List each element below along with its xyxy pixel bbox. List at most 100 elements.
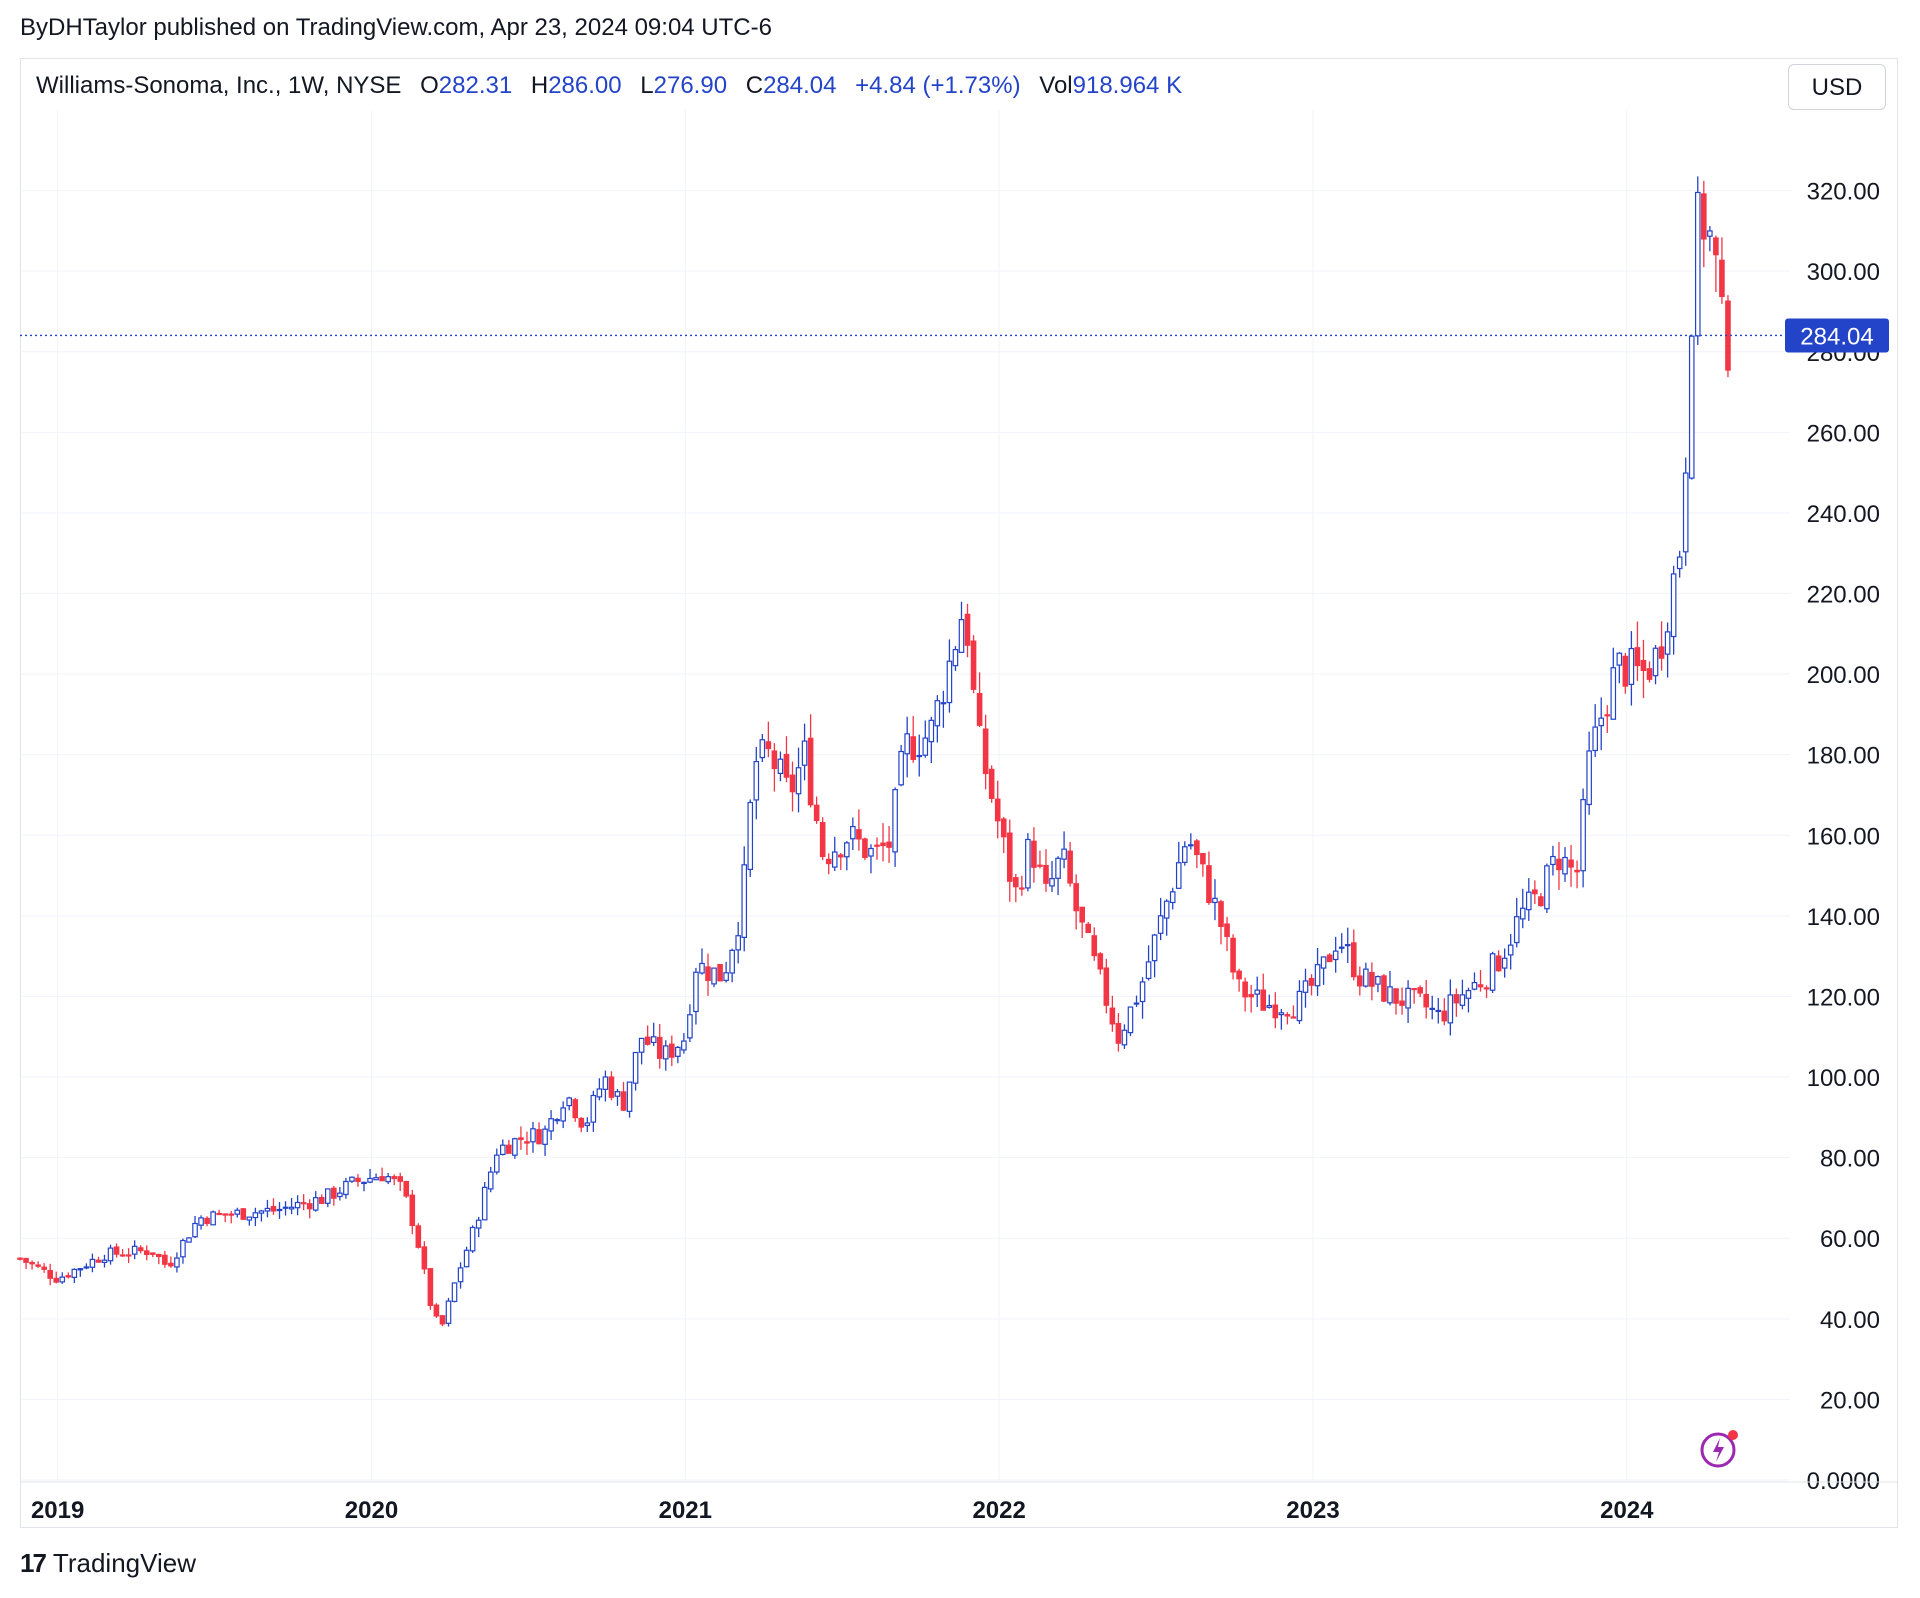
candle-body bbox=[1055, 857, 1061, 879]
candle-body bbox=[1375, 975, 1381, 985]
candle bbox=[1006, 819, 1013, 902]
candle-body bbox=[536, 1129, 542, 1145]
candle-body bbox=[1188, 844, 1194, 847]
price-tag-box bbox=[1785, 318, 1889, 353]
candle-body bbox=[1127, 1006, 1134, 1034]
candle bbox=[216, 1209, 222, 1216]
candle-body bbox=[1000, 818, 1007, 838]
candle-body bbox=[379, 1176, 385, 1182]
candle bbox=[1471, 972, 1478, 991]
candle bbox=[343, 1177, 349, 1199]
candle bbox=[1381, 974, 1387, 1003]
candle-body bbox=[1061, 848, 1067, 860]
candle bbox=[451, 1282, 458, 1303]
x-axis[interactable]: 2019 2020 2021 2022 2023 2024 bbox=[20, 1481, 1898, 1524]
candle-body bbox=[1266, 1005, 1273, 1008]
candle-body bbox=[331, 1187, 337, 1199]
candle bbox=[795, 747, 802, 813]
candle-body bbox=[493, 1154, 500, 1173]
candle-body bbox=[1314, 964, 1321, 987]
y-tick-label: 300.00 bbox=[1807, 259, 1880, 286]
candle-body bbox=[95, 1259, 102, 1263]
candle bbox=[1175, 841, 1182, 889]
candle-body bbox=[771, 750, 778, 770]
candle bbox=[210, 1210, 216, 1226]
candle-body bbox=[831, 851, 838, 868]
candle-body bbox=[934, 700, 941, 727]
candle bbox=[1507, 933, 1514, 970]
candle-body bbox=[1616, 652, 1623, 666]
y-axis[interactable]: 0.000020.0040.0060.0080.00100.00120.0014… bbox=[1807, 179, 1880, 1495]
candle-body bbox=[1019, 887, 1025, 890]
candle-body bbox=[512, 1138, 518, 1156]
candle-body bbox=[403, 1181, 410, 1197]
candle-body bbox=[1344, 944, 1351, 947]
candle-body bbox=[107, 1247, 114, 1262]
candle-body bbox=[886, 841, 892, 848]
candle bbox=[904, 716, 910, 778]
candle-body bbox=[1574, 869, 1580, 873]
candle bbox=[1145, 945, 1152, 981]
candle bbox=[1435, 997, 1442, 1024]
candle-body bbox=[1091, 935, 1098, 957]
candle-body bbox=[1049, 878, 1055, 887]
y-tick-label: 60.00 bbox=[1820, 1226, 1880, 1253]
candle bbox=[1139, 977, 1146, 1019]
candle-body bbox=[795, 767, 802, 795]
candle-body bbox=[1248, 994, 1254, 998]
candle-body bbox=[1043, 864, 1049, 884]
candle-body bbox=[1079, 906, 1085, 923]
candle bbox=[1622, 653, 1629, 694]
candle-body bbox=[958, 619, 965, 653]
candle bbox=[240, 1208, 247, 1220]
candle bbox=[819, 817, 826, 861]
candle bbox=[131, 1240, 138, 1260]
candle-body bbox=[306, 1203, 313, 1210]
candle bbox=[1181, 841, 1188, 866]
candle bbox=[162, 1250, 168, 1268]
candle bbox=[934, 695, 941, 743]
candle bbox=[95, 1256, 102, 1263]
candle bbox=[512, 1137, 518, 1159]
candle bbox=[1556, 842, 1562, 890]
candle-body bbox=[1350, 942, 1357, 978]
grid-lines bbox=[20, 110, 1790, 1481]
candle-body bbox=[1338, 946, 1345, 949]
price-tag-text: 284.04 bbox=[1800, 323, 1873, 350]
candle-body bbox=[1031, 840, 1037, 868]
candle bbox=[1532, 880, 1538, 905]
candle bbox=[620, 1081, 627, 1112]
candle bbox=[1236, 968, 1242, 992]
candle-body bbox=[1145, 961, 1152, 980]
candle bbox=[699, 948, 705, 975]
candle bbox=[1489, 951, 1496, 994]
candle-body bbox=[373, 1177, 379, 1181]
candle-body bbox=[862, 838, 868, 858]
symbol-name[interactable]: Williams-Sonoma, Inc., 1W, NYSE bbox=[36, 72, 402, 99]
candle-body bbox=[1604, 714, 1611, 717]
candle-body bbox=[994, 798, 1001, 822]
candle bbox=[1218, 899, 1224, 945]
candle-body bbox=[1296, 990, 1303, 1022]
candle-body bbox=[409, 1194, 416, 1227]
lightning-icon[interactable] bbox=[1700, 1428, 1740, 1468]
candle-body bbox=[1441, 1010, 1448, 1022]
candle bbox=[331, 1185, 337, 1206]
candle bbox=[264, 1199, 271, 1218]
candle bbox=[777, 751, 784, 782]
candle bbox=[1628, 631, 1635, 706]
candle bbox=[1405, 980, 1411, 1023]
candle bbox=[638, 1037, 645, 1065]
candle bbox=[445, 1297, 452, 1327]
candle bbox=[892, 787, 898, 867]
candle bbox=[469, 1225, 476, 1253]
currency-button[interactable]: USD bbox=[1788, 64, 1886, 110]
candle bbox=[837, 852, 844, 871]
x-tick-label: 2024 bbox=[1600, 1497, 1654, 1524]
candle-body bbox=[35, 1264, 41, 1267]
candle bbox=[1375, 975, 1381, 993]
candle-body bbox=[717, 963, 723, 982]
candle bbox=[626, 1081, 633, 1118]
candle bbox=[349, 1176, 355, 1183]
